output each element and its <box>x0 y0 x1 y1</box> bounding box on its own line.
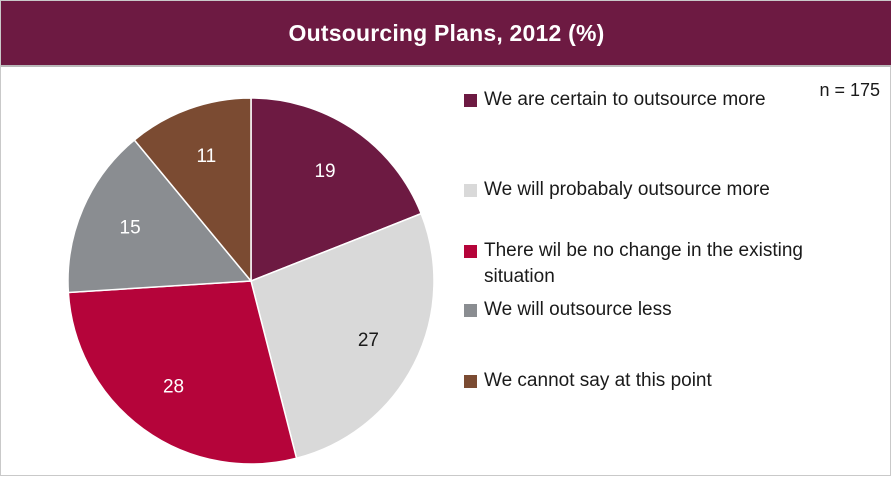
pie-slice-1 <box>250 212 435 460</box>
legend-label-1: We will probabaly outsource more <box>484 179 770 200</box>
pie-slice-3 <box>67 138 253 294</box>
legend-label-3: We will outsource less <box>484 299 672 320</box>
pie-slice-2 <box>67 280 298 465</box>
pie-data-label-4: 11 <box>197 146 217 167</box>
chart-title: Outsourcing Plans, 2012 (%) <box>288 19 605 46</box>
legend-swatch-3 <box>464 304 477 317</box>
legend-swatch-1 <box>464 184 477 197</box>
legend-item-0: We are certain to outsource more <box>464 87 766 113</box>
pie-chart: 19 27 28 15 11 <box>67 97 435 465</box>
pie-data-label-2: 28 <box>163 377 184 398</box>
legend-item-2: There wil be no change in the existing s… <box>464 238 804 290</box>
chart-title-bar: Outsourcing Plans, 2012 (%) <box>1 1 891 67</box>
pie-data-label-0: 19 <box>314 161 335 182</box>
legend-swatch-0 <box>464 94 477 107</box>
legend-swatch-4 <box>464 375 477 388</box>
pie-slice-0 <box>250 97 423 283</box>
sample-size-note: n = 175 <box>819 80 880 100</box>
legend-label-0: We are certain to outsource more <box>484 89 766 110</box>
legend-item-1: We will probabaly outsource more <box>464 177 804 203</box>
legend-swatch-2 <box>464 245 477 258</box>
legend-label-2: There wil be no change in the existing s… <box>484 240 803 287</box>
legend-item-4: We cannot say at this point <box>464 368 712 394</box>
pie-data-label-3: 15 <box>120 218 141 239</box>
pie-data-label-1: 27 <box>358 330 379 351</box>
pie-slice-4 <box>133 97 252 284</box>
legend-item-3: We will outsource less <box>464 297 672 323</box>
legend-label-4: We cannot say at this point <box>484 370 712 391</box>
